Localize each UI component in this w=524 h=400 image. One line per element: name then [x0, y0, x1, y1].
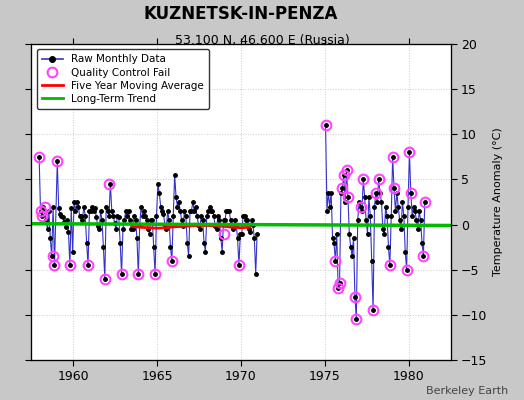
Y-axis label: Temperature Anomaly (°C): Temperature Anomaly (°C): [493, 128, 503, 276]
Legend: Raw Monthly Data, Quality Control Fail, Five Year Moving Average, Long-Term Tren: Raw Monthly Data, Quality Control Fail, …: [37, 49, 209, 109]
Text: Berkeley Earth: Berkeley Earth: [426, 386, 508, 396]
Text: 53.100 N, 46.600 E (Russia): 53.100 N, 46.600 E (Russia): [174, 34, 350, 47]
Title: KUZNETSK-IN-PENZA: KUZNETSK-IN-PENZA: [144, 5, 338, 23]
